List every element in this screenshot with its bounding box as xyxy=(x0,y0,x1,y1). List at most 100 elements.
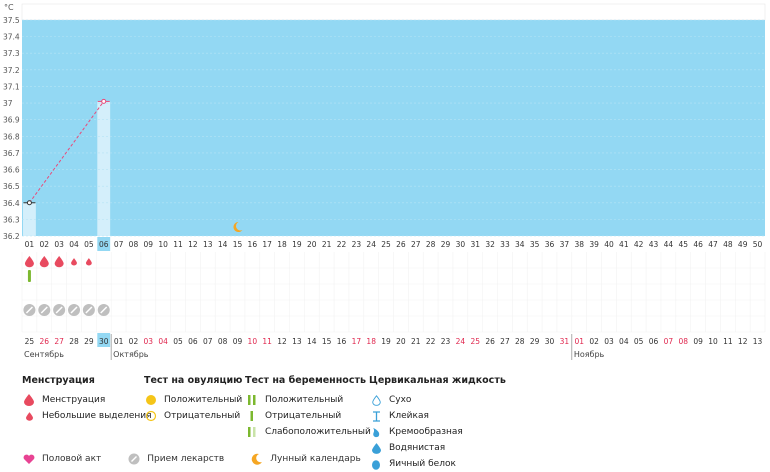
calendar-date: 21 xyxy=(411,337,421,346)
calendar-date: 06 xyxy=(188,337,198,346)
cycle-day-label: 38 xyxy=(574,240,584,249)
pill-icon-stripe xyxy=(55,306,63,314)
cycle-day-label: 33 xyxy=(500,240,510,249)
legend-label: Сухо xyxy=(389,395,412,405)
calendar-date: 25 xyxy=(470,337,480,346)
cycle-day-label: 34 xyxy=(515,240,525,249)
cycle-day-label: 12 xyxy=(188,240,198,249)
menstruation-icon xyxy=(24,256,34,268)
legend-item: Прием лекарств xyxy=(127,452,224,466)
legend-label: Клейкая xyxy=(389,411,429,421)
legend-label: Менструация xyxy=(42,395,106,405)
calendar-date: 11 xyxy=(723,337,733,346)
cycle-day-label: 44 xyxy=(664,240,674,249)
legend-item: Клейкая xyxy=(369,408,506,424)
legend-bottom: Половой акт Прием лекарств Лунный календ… xyxy=(22,452,361,466)
cycle-day-label: 20 xyxy=(307,240,317,249)
dry-drop-icon xyxy=(369,393,383,407)
calendar-date: 19 xyxy=(381,337,391,346)
data-point xyxy=(101,98,107,104)
legend-label: Отрицательный xyxy=(265,411,342,421)
pill-icon-stripe xyxy=(25,306,33,314)
watery-drop-icon xyxy=(369,441,383,455)
cycle-day-label: 46 xyxy=(693,240,703,249)
month-label: Сентябрь xyxy=(24,350,64,359)
cycle-day-label: 11 xyxy=(173,240,183,249)
pill-icon-stripe xyxy=(85,306,93,314)
calendar-date: 02 xyxy=(129,337,139,346)
calendar-date: 05 xyxy=(634,337,644,346)
cycle-day-label: 06 xyxy=(99,240,109,249)
cycle-day-label: 10 xyxy=(158,240,168,249)
cycle-day-label: 50 xyxy=(753,240,763,249)
sticky-icon xyxy=(369,409,383,423)
pregnancy-test-icon xyxy=(27,270,31,282)
cycle-day-label: 04 xyxy=(69,240,79,249)
cycle-day-label: 37 xyxy=(560,240,570,249)
legend-label: Кремообразная xyxy=(389,427,463,437)
data-point xyxy=(26,200,32,206)
bbt-chart: 36.2 36.3 36.4 36.5 36.6 36.7 36.8 36.9 37 37.1 37… xyxy=(3,3,766,360)
calendar-date: 17 xyxy=(352,337,362,346)
calendar-date: 09 xyxy=(233,337,243,346)
series-line xyxy=(29,101,105,204)
legend-title: Тест на беременность xyxy=(245,375,366,386)
calendar-date: 04 xyxy=(158,337,168,346)
legend-item: Кремообразная xyxy=(369,424,506,440)
legend-title: Тест на овуляцию xyxy=(144,375,243,386)
small-drop-icon xyxy=(22,409,36,423)
y-tick-label: 36.2 xyxy=(3,232,20,241)
y-tick-label: 37.4 xyxy=(3,33,20,42)
calendar-date: 04 xyxy=(619,337,629,346)
today-highlight xyxy=(97,333,111,347)
plot-top-band xyxy=(21,3,766,21)
cycle-day-label: 02 xyxy=(40,240,50,249)
cycle-day-label: 26 xyxy=(396,240,406,249)
calendar-dates: 25 26 27 28 29 30 01 02 03 04 05 06 07 08 09 10 11 12 13 14… xyxy=(24,333,763,360)
moon-icon xyxy=(250,452,264,466)
calendar-date: 18 xyxy=(366,337,376,346)
calendar-date: 13 xyxy=(753,337,763,346)
calendar-date: 07 xyxy=(203,337,213,346)
y-tick-label: 37.3 xyxy=(3,49,20,58)
legend-pregnancy: Тест на беременность Положительный Отриц… xyxy=(245,375,371,440)
calendar-date: 23 xyxy=(441,337,451,346)
calendar-date: 25 xyxy=(25,337,35,346)
legend-item: Яичный белок xyxy=(369,456,506,472)
legend-item: Отрицательный xyxy=(144,408,242,424)
cycle-day-label: 16 xyxy=(248,240,258,249)
calendar-date: 01 xyxy=(114,337,124,346)
drop-icon xyxy=(22,393,36,407)
legend-label: Половой акт xyxy=(42,454,102,464)
calendar-date: 27 xyxy=(500,337,510,346)
y-tick-label: 36.4 xyxy=(3,199,20,208)
y-tick-label: 36.6 xyxy=(3,166,20,175)
legend-item: Половой акт xyxy=(22,452,101,466)
cycle-day-label: 05 xyxy=(84,240,94,249)
cycle-day-label: 39 xyxy=(589,240,599,249)
calendar-date: 29 xyxy=(530,337,540,346)
legend-item: Положительный xyxy=(144,392,242,408)
calendar-date: 28 xyxy=(515,337,525,346)
legend-item: Лунный календарь xyxy=(250,452,361,466)
legend-title: Менструация xyxy=(22,375,95,386)
pregnancy-positive-icon xyxy=(245,393,259,407)
calendar-date: 10 xyxy=(708,337,718,346)
cycle-day-label: 14 xyxy=(218,240,228,249)
legend-menstruation: Менструация Менструация Небольшие выделе… xyxy=(22,375,152,424)
calendar-date: 05 xyxy=(173,337,183,346)
calendar-date: 29 xyxy=(84,337,94,346)
calendar-date: 12 xyxy=(277,337,287,346)
cycle-day-label: 40 xyxy=(604,240,614,249)
y-tick-label: 36.7 xyxy=(3,149,20,158)
month-label: Ноябрь xyxy=(574,350,605,359)
legend-ovulation: Тест на овуляцию Положительный Отрицател… xyxy=(144,375,242,424)
legend-label: Небольшие выделения xyxy=(42,411,152,421)
legend-item: Водянистая xyxy=(369,440,506,456)
legend-label: Водянистая xyxy=(389,443,446,453)
pill-icon xyxy=(127,452,141,466)
calendar-date: 06 xyxy=(649,337,659,346)
pill-icon-stripe xyxy=(40,306,48,314)
cycle-day-label: 07 xyxy=(114,240,124,249)
legend-item: Положительный xyxy=(245,392,371,408)
